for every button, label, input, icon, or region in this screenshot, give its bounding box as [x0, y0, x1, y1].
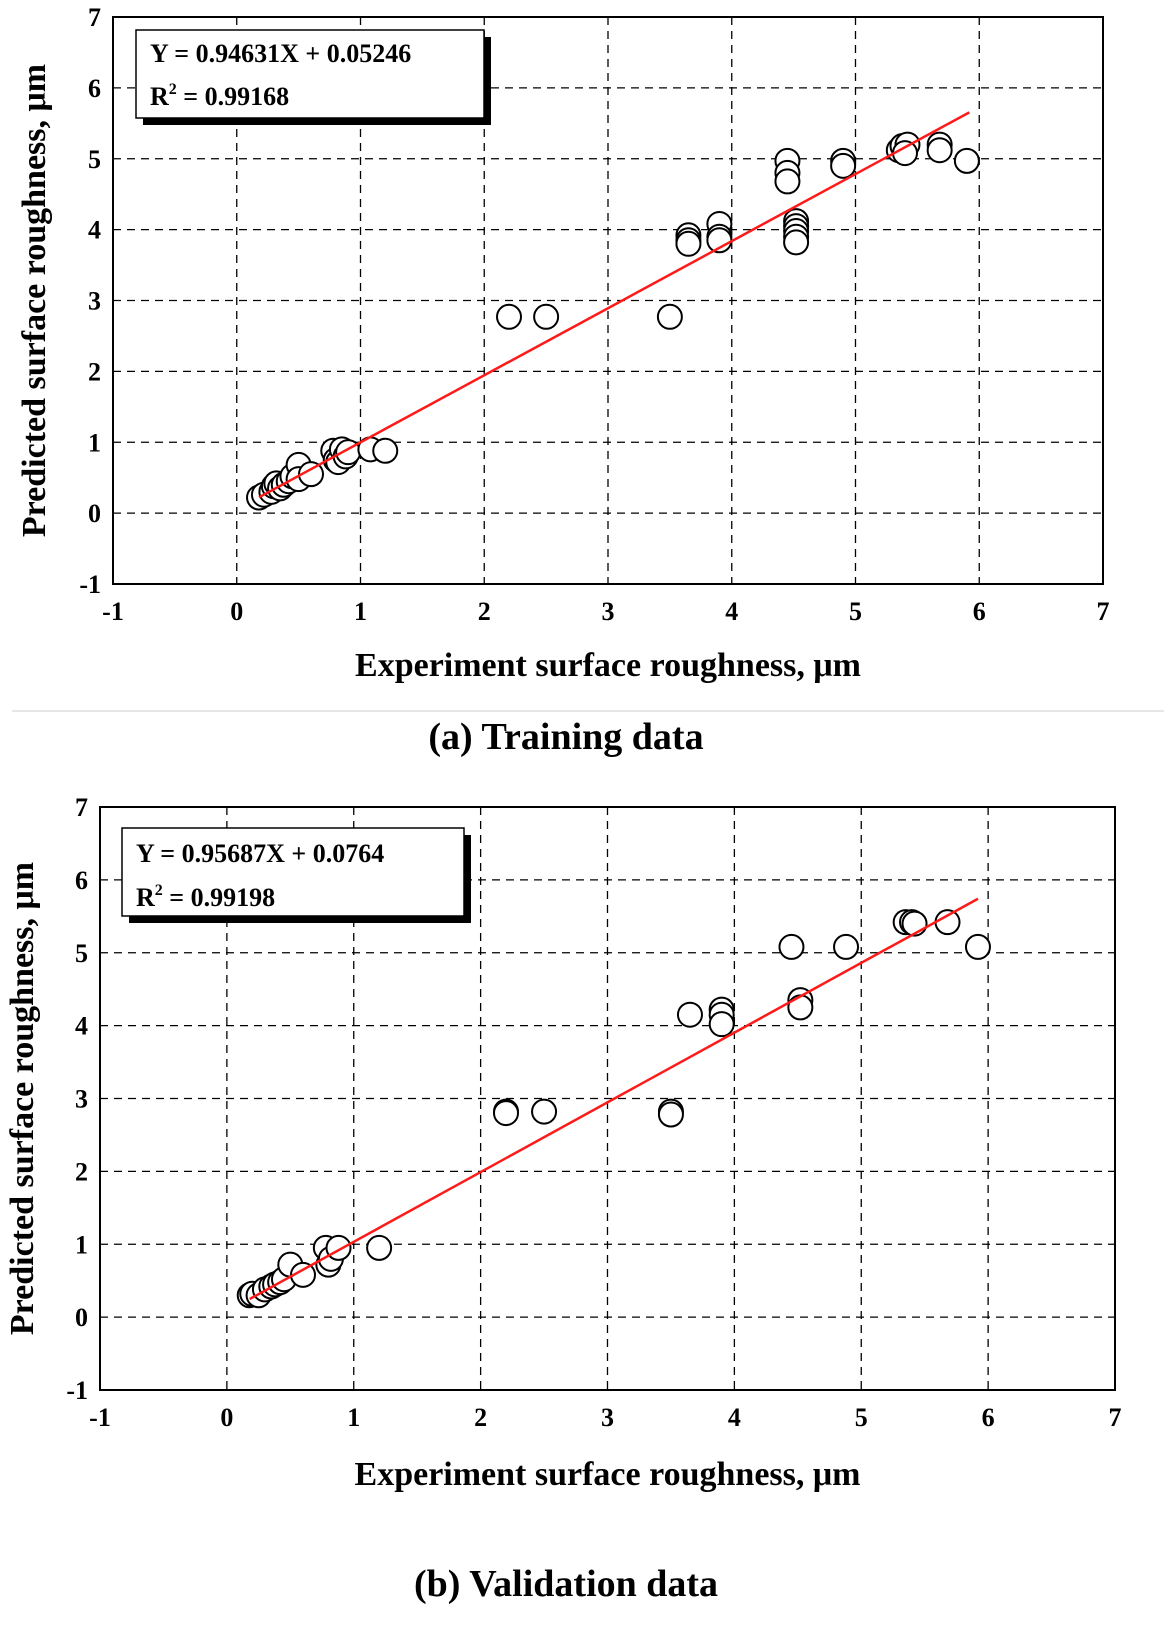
x-tick-label: 4: [728, 1403, 741, 1432]
y-axis-label: Predicted surface roughness, μm: [16, 64, 53, 537]
equation-box: [135, 29, 485, 119]
y-tick-label: -1: [66, 1376, 88, 1405]
data-point: [657, 1101, 684, 1128]
regression-equation: Y = 0.95687X + 0.0764: [136, 839, 384, 868]
panel-caption: (a) Training data: [428, 716, 703, 758]
y-tick-label: 2: [88, 357, 101, 386]
y-tick-label: 5: [88, 145, 101, 174]
x-tick-label: 1: [354, 597, 367, 626]
data-point: [708, 1011, 735, 1038]
regression-line: [249, 897, 979, 1301]
x-tick-label: 3: [602, 597, 615, 626]
x-tick-label: 2: [474, 1403, 487, 1432]
data-point: [533, 303, 560, 330]
y-axis-label: Predicted surface roughness, μm: [4, 862, 41, 1335]
y-tick-label: 6: [75, 866, 88, 895]
y-tick-label: 2: [75, 1157, 88, 1186]
r-squared-number: = 0.99198: [163, 883, 275, 912]
y-tick-label: -1: [79, 570, 101, 599]
x-tick-label: 7: [1109, 1403, 1122, 1432]
data-point: [676, 1001, 703, 1028]
data-point: [290, 1261, 316, 1288]
y-tick-label: 7: [88, 3, 101, 32]
data-point: [926, 137, 953, 164]
r-squared-label: R: [136, 883, 155, 912]
data-point: [787, 994, 814, 1021]
data-point: [531, 1098, 558, 1125]
panel-caption: (b) Validation data: [414, 1563, 718, 1605]
data-point: [675, 230, 702, 257]
x-tick-label: 5: [849, 597, 862, 626]
y-tick-label: 7: [75, 793, 88, 822]
x-tick-label: 2: [478, 597, 491, 626]
r-squared-superscript: 2: [169, 81, 177, 98]
x-tick-label: 6: [973, 597, 986, 626]
x-tick-label: 0: [220, 1403, 233, 1432]
data-point: [830, 152, 857, 179]
x-tick-label: 3: [601, 1403, 614, 1432]
data-point: [496, 303, 522, 330]
data-point: [372, 437, 399, 464]
chart-panel-validation: -1 0 1 2 3 4 5 6 7 -1 0 1 2 3 4 5 6 7 Experiment surface r…: [4, 793, 1122, 1605]
data-point: [298, 461, 324, 488]
y-tick-label: 3: [88, 287, 101, 316]
r-squared-number: = 0.99168: [177, 82, 289, 111]
data-point: [833, 933, 860, 960]
data-point: [778, 933, 805, 960]
regression-line: [258, 111, 970, 499]
x-tick-label: 5: [855, 1403, 868, 1432]
data-point: [964, 933, 991, 960]
equation-box: [121, 827, 465, 917]
x-tick-label: -1: [102, 597, 124, 626]
data-point: [325, 1234, 352, 1261]
y-tick-label: 4: [75, 1012, 88, 1041]
data-point: [953, 147, 980, 174]
data-point: [656, 303, 683, 330]
plot-frame: [112, 16, 1104, 585]
y-tick-label: 3: [75, 1085, 88, 1114]
r-squared-superscript: 2: [155, 882, 163, 899]
y-tick-label: 6: [88, 74, 101, 103]
y-tick-label: 5: [75, 939, 88, 968]
chart-panel-training: -1 0 1 2 3 4 5 6 7 -1 0 1 2 3 4 5 6 7 Experiment surface r…: [16, 3, 1110, 758]
r-squared-value: R2 = 0.99168: [150, 81, 289, 111]
data-point: [366, 1234, 393, 1261]
data-point: [493, 1100, 519, 1127]
x-tick-label: 1: [347, 1403, 360, 1432]
x-tick-label: 0: [230, 597, 243, 626]
x-tick-label: 6: [982, 1403, 995, 1432]
y-tick-label: 0: [75, 1303, 88, 1332]
r-squared-value: R2 = 0.99198: [136, 882, 275, 912]
x-tick-label: 7: [1097, 597, 1110, 626]
r-squared-label: R: [150, 82, 169, 111]
y-tick-label: 1: [88, 428, 101, 457]
data-point: [774, 168, 801, 195]
data-point: [901, 910, 928, 937]
y-tick-label: 0: [88, 499, 101, 528]
plot-frame: [99, 806, 1116, 1391]
y-tick-label: 4: [88, 216, 101, 245]
x-tick-label: -1: [89, 1403, 111, 1432]
y-tick-label: 1: [75, 1230, 88, 1259]
data-point: [783, 229, 810, 256]
x-tick-label: 4: [725, 597, 738, 626]
data-point: [934, 909, 961, 936]
x-axis-label: Experiment surface roughness, μm: [355, 647, 861, 684]
x-axis-label: Experiment surface roughness, μm: [355, 1456, 861, 1493]
regression-equation: Y = 0.94631X + 0.05246: [150, 39, 411, 68]
